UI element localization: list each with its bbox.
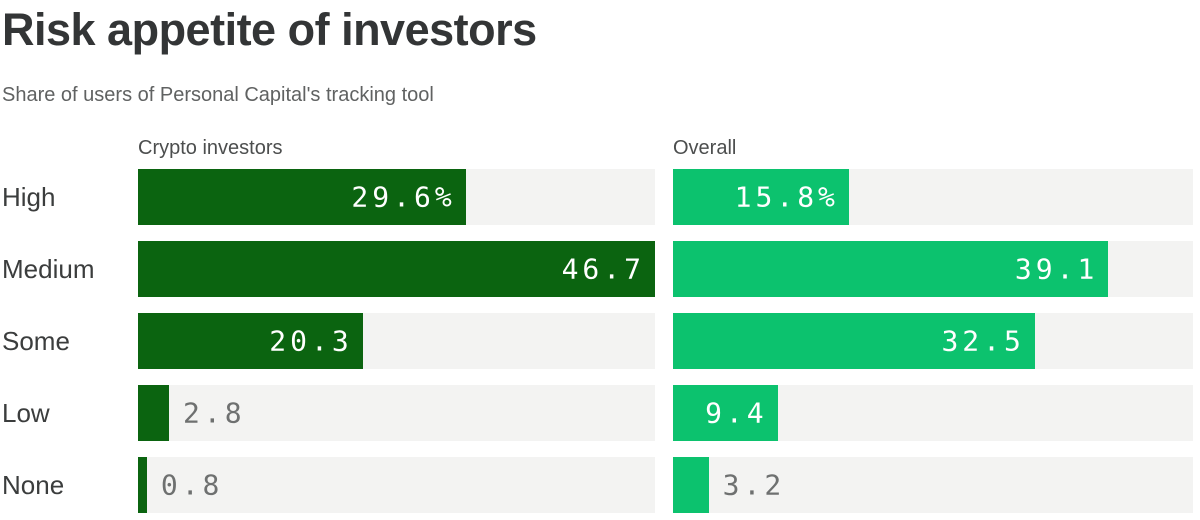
series-header-overall: Overall [673, 136, 737, 159]
chart-page: Risk appetite of investors Share of user… [0, 4, 1200, 520]
bar-overall: 32.5 [673, 312, 1035, 369]
bar-track: 2.8 [138, 384, 655, 441]
bar-value-label: 3.2 [722, 468, 786, 502]
bar-track: 32.5 [673, 312, 1193, 369]
bar-crypto-investors: 46.7 [138, 240, 655, 297]
bar-value-label: 29.6% [351, 180, 456, 214]
bar-overall: 3.2 [673, 456, 781, 513]
bar-track: 20.3 [138, 312, 655, 369]
bar-crypto-investors: 20.3 [138, 312, 363, 369]
bar-value-label: 0.8 [160, 468, 224, 502]
bar-value-label: 20.3 [269, 324, 353, 358]
bar-overall: 9.4 [673, 384, 778, 441]
bar-track: 9.4 [673, 384, 1193, 441]
bar-track: 29.6% [138, 168, 655, 225]
chart-row: None 0.8 3.2 [0, 456, 1200, 513]
bar-value-label: 46.7 [561, 252, 645, 286]
bar-overall: 15.8% [673, 168, 849, 225]
chart-row: Medium 46.7 39.1 [0, 240, 1200, 297]
bar-track: 46.7 [138, 240, 655, 297]
series-headers: Crypto investors Overall [0, 134, 1200, 159]
series-header-crypto-investors: Crypto investors [138, 136, 283, 159]
bar-value-label: 9.4 [705, 396, 768, 430]
chart-title: Risk appetite of investors [2, 4, 537, 55]
bar-track: 3.2 [673, 456, 1193, 513]
bar-value-label: 32.5 [941, 324, 1025, 358]
category-label: Some [2, 325, 70, 356]
chart-row: Some 20.3 32.5 [0, 312, 1200, 369]
chart-subtitle: Share of users of Personal Capital's tra… [2, 83, 434, 106]
bar-track: 0.8 [138, 456, 655, 513]
chart-rows: High 29.6% 15.8% Medium 46.7 39.1 Some 20.3 32.5… [0, 168, 1200, 513]
bar-crypto-investors: 29.6% [138, 168, 466, 225]
category-label: None [2, 469, 65, 500]
bar-crypto-investors: 0.8 [138, 456, 219, 513]
bar-track: 15.8% [673, 168, 1193, 225]
bar-track: 39.1 [673, 240, 1193, 297]
bar-value-label: 15.8% [734, 180, 839, 214]
category-label: High [2, 181, 56, 212]
chart-row: Low 2.8 9.4 [0, 384, 1200, 441]
bar-crypto-investors: 2.8 [138, 384, 242, 441]
bar-overall: 39.1 [673, 240, 1109, 297]
chart-row: High 29.6% 15.8% [0, 168, 1200, 225]
bar-value-label: 2.8 [182, 396, 246, 430]
category-label: Low [2, 397, 50, 428]
bar-value-label: 39.1 [1014, 252, 1099, 286]
category-label: Medium [2, 253, 95, 284]
grouped-bar-chart: Crypto investors Overall High 29.6% 15.8% M… [0, 134, 1200, 513]
